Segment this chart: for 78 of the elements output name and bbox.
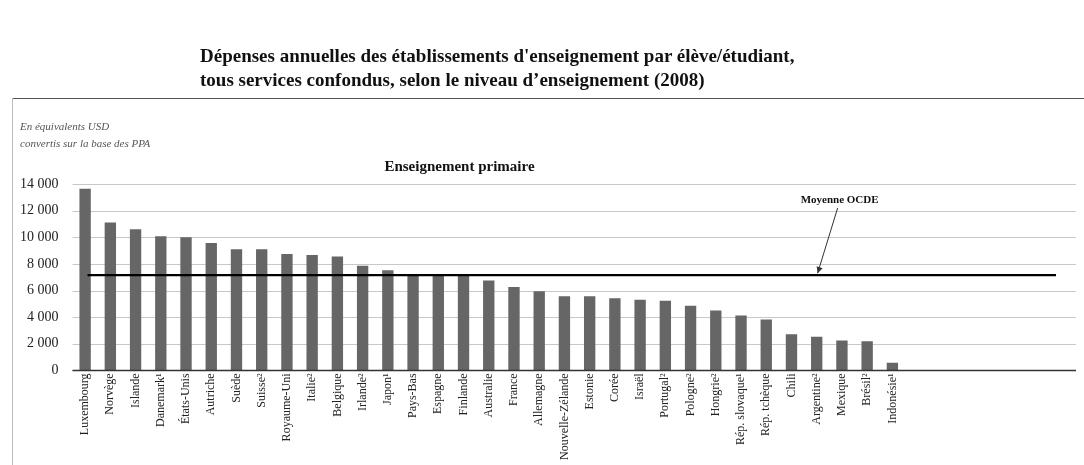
bar <box>79 188 91 371</box>
bar <box>432 275 444 371</box>
x-tick-label: Luxembourg <box>77 373 92 436</box>
x-tick-label: Allemagne <box>531 373 546 427</box>
chart-subtitle: Enseignement primaire <box>384 157 535 174</box>
bar <box>256 249 268 371</box>
bar <box>861 341 873 371</box>
bar <box>457 275 470 371</box>
ref-line-label: Moyenne OCDE <box>800 192 879 205</box>
x-tick-label: Pays-Bas <box>405 373 420 419</box>
bar <box>281 253 293 371</box>
bar <box>785 334 798 371</box>
x-tick-label: Corée <box>607 373 622 403</box>
bar <box>155 236 167 371</box>
x-tick-label: Belgique <box>329 373 344 417</box>
y-tick-label: 4 000 <box>27 308 59 324</box>
y-tick-label: 10 000 <box>20 228 59 244</box>
y-tick-label: 6 000 <box>27 282 59 298</box>
x-tick-label: Espagne <box>430 373 445 415</box>
bar <box>836 340 848 371</box>
bar <box>811 336 823 371</box>
x-tick-label: États-Unis <box>178 373 193 425</box>
bar <box>331 256 344 371</box>
bar <box>609 298 621 371</box>
bar <box>407 274 419 371</box>
x-tick-label: Mexique <box>834 373 849 417</box>
x-tick-label: Italie² <box>304 372 319 402</box>
x-tick-label: Estonie <box>581 373 596 410</box>
bar <box>306 254 318 371</box>
x-tick-label: Argentine² <box>808 372 823 425</box>
bar <box>634 299 646 371</box>
x-tick-label: Indonésie¹ <box>884 372 899 424</box>
bar <box>710 310 722 371</box>
x-tick-label: Autriche <box>203 373 218 416</box>
x-tick-label: Norvège <box>102 373 117 415</box>
x-tick-label: Rép. slovaque¹ <box>733 372 748 445</box>
x-tick-label: Suède <box>228 373 243 403</box>
x-tick-label: Portugal² <box>657 372 672 418</box>
bar <box>205 242 217 371</box>
bar <box>533 291 545 371</box>
y-tick-label: 14 000 <box>20 175 59 191</box>
x-tick-label: Australie <box>480 373 495 418</box>
bar <box>659 300 672 371</box>
bar <box>483 280 495 371</box>
bar <box>382 270 394 371</box>
x-tick-label: Suisse² <box>253 372 268 408</box>
x-tick-label: Islande <box>127 373 142 409</box>
x-tick-label: France <box>506 373 521 407</box>
y-tick-label: 0 <box>51 362 59 378</box>
bar <box>180 237 192 371</box>
bar <box>104 222 117 371</box>
bar <box>230 249 243 371</box>
x-tick-label: Irlande² <box>354 372 369 411</box>
x-tick-label: Danemark¹ <box>152 372 167 427</box>
y-tick-label: 2 000 <box>27 335 59 351</box>
bar <box>583 296 596 371</box>
y-tick-label: 12 000 <box>20 202 59 218</box>
x-tick-label: Brésil² <box>859 372 874 406</box>
bar <box>760 319 772 371</box>
bar <box>558 296 571 371</box>
bar <box>735 315 747 371</box>
x-tick-label: Finlande <box>455 373 470 416</box>
bar <box>508 287 520 371</box>
x-tick-label: Rép. tchèque <box>758 373 773 437</box>
x-tick-label: Chili <box>783 372 798 398</box>
chart-title: Dépenses annuelles des établissements d'enseignement par élève/étudiant, tous services confondus, selon le niveau d’enseignement (2008) <box>200 44 796 92</box>
bar <box>356 265 369 371</box>
x-tick-label: Japon¹ <box>380 372 394 405</box>
y-tick-label: 8 000 <box>27 255 59 271</box>
bar <box>684 305 697 371</box>
x-tick-label: Israël <box>632 372 647 401</box>
bar <box>886 362 899 371</box>
y-axis-title: En équivalents USD convertis sur la base des PPA <box>20 119 151 151</box>
x-tick-label: Royaume-Uni <box>279 372 294 442</box>
x-tick-label: Pologne² <box>682 372 697 417</box>
x-tick-label: Nouvelle-Zélande <box>556 373 571 460</box>
x-tick-label: Hongrie² <box>707 372 722 417</box>
bar <box>129 229 142 371</box>
